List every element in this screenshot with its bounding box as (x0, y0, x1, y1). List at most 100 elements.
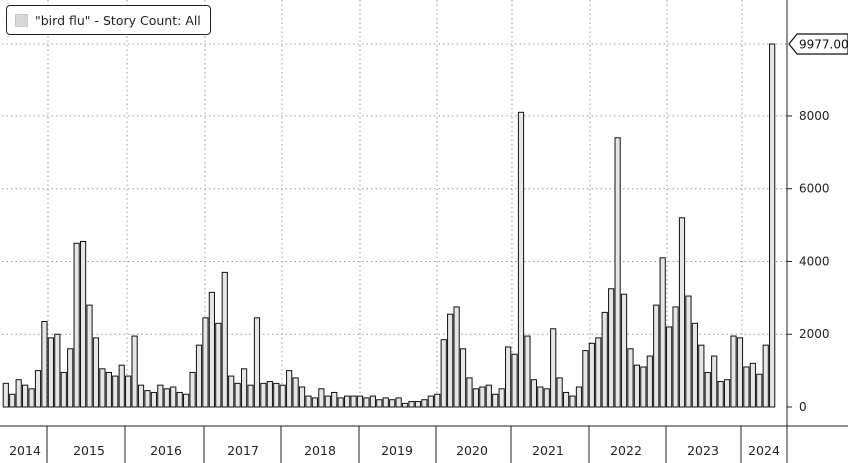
bar (47, 337, 54, 408)
bar (575, 386, 583, 408)
bar (305, 395, 312, 408)
bar (382, 397, 389, 408)
bar (189, 371, 196, 408)
bar (286, 370, 293, 408)
bar (588, 342, 595, 408)
x-tick-label: 2015 (73, 443, 105, 458)
bar (401, 402, 409, 408)
bar (653, 304, 660, 408)
bar (678, 217, 686, 408)
last-value-flag (788, 33, 848, 55)
y-axis: 0 2000 4000 6000 8000 (786, 0, 830, 463)
bar (34, 370, 42, 408)
bar (144, 390, 151, 408)
bar (240, 368, 248, 408)
bar (711, 355, 718, 408)
bar (421, 399, 428, 408)
bar (601, 311, 608, 408)
bar (543, 388, 550, 408)
bar (685, 295, 692, 408)
bar (131, 335, 138, 408)
bar (73, 242, 80, 408)
bar (447, 313, 454, 408)
bar (202, 317, 209, 408)
bar (208, 291, 215, 408)
bar (363, 397, 370, 408)
bar (427, 395, 434, 408)
bar (324, 395, 331, 408)
bar (556, 377, 563, 408)
bar (344, 395, 351, 408)
bar (743, 366, 750, 408)
bar (221, 271, 228, 408)
bar (260, 382, 267, 408)
y-tick-label: 2000 (799, 327, 830, 341)
bar (118, 364, 125, 408)
bar (614, 137, 621, 408)
bar (749, 362, 756, 408)
bar (60, 371, 67, 408)
bar (466, 377, 473, 408)
bar (125, 375, 132, 408)
bar (92, 337, 100, 408)
bar (569, 395, 576, 408)
bar (157, 384, 164, 408)
bar (137, 384, 145, 408)
bar (762, 344, 769, 408)
bar (756, 373, 763, 408)
y-tick-label: 6000 (799, 182, 830, 196)
bar (620, 293, 628, 408)
bar (646, 355, 653, 408)
bar (376, 399, 383, 408)
bar (298, 386, 306, 408)
bar (266, 381, 273, 408)
x-tick-label: 2016 (150, 443, 182, 458)
bar (717, 381, 724, 408)
bar (627, 348, 634, 408)
bar (28, 388, 35, 408)
bar (170, 386, 177, 408)
bar (395, 397, 402, 408)
bar (292, 377, 299, 408)
bar (550, 328, 557, 408)
legend-label: "bird flu" - Story Count: All (35, 12, 201, 28)
x-tick-label: 2020 (456, 443, 488, 458)
bar (350, 395, 357, 408)
bar (769, 43, 776, 408)
bar (215, 322, 222, 408)
bar (511, 353, 518, 408)
bar (736, 337, 744, 408)
bar (112, 375, 119, 408)
bar (517, 111, 525, 408)
y-tick-label: 4000 (799, 254, 830, 268)
bar (704, 371, 711, 408)
bar (99, 368, 106, 408)
bar (485, 384, 492, 408)
bar (369, 395, 376, 408)
bar (582, 350, 589, 408)
legend: "bird flu" - Story Count: All (6, 5, 211, 35)
bar (389, 399, 396, 408)
bar (273, 382, 280, 408)
bar (730, 335, 737, 408)
bar (453, 306, 460, 408)
x-tick-label: 2023 (687, 443, 719, 458)
bar (22, 384, 29, 408)
last-value-label: 9977.00 (799, 38, 848, 52)
x-axis: 2014 2015 2016 2017 2018 2019 2020 2021 2022 2023… (0, 425, 848, 463)
gridlines (2, 0, 787, 407)
bar (356, 395, 364, 408)
y-tick-label: 0 (799, 400, 807, 414)
bar (492, 393, 499, 408)
x-tick-label: 2024 (748, 443, 780, 458)
bar (150, 391, 158, 408)
y-tick-label: 8000 (799, 109, 830, 123)
x-tick-label: 2021 (532, 443, 564, 458)
bar (67, 348, 74, 408)
bar (253, 317, 261, 408)
bar (479, 386, 486, 408)
bar (331, 391, 338, 408)
bar (41, 321, 48, 408)
bar (311, 397, 319, 408)
